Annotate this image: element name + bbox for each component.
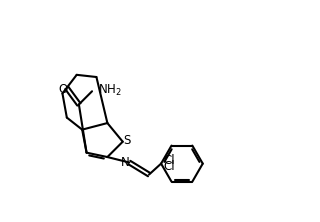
Text: S: S bbox=[124, 134, 131, 147]
Text: NH$_2$: NH$_2$ bbox=[98, 83, 121, 98]
Text: N: N bbox=[121, 156, 130, 169]
Text: Cl: Cl bbox=[164, 160, 175, 173]
Text: Cl: Cl bbox=[164, 155, 175, 167]
Text: O: O bbox=[58, 83, 68, 96]
